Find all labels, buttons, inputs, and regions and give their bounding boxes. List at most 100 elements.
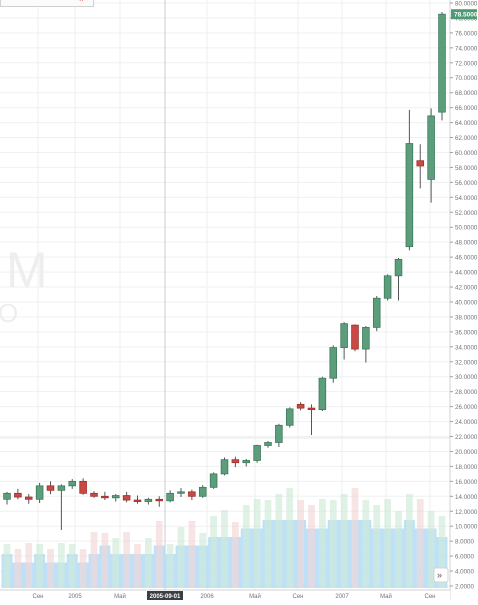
- volume-bar: [58, 543, 65, 588]
- candle-body: [264, 442, 272, 446]
- price-tick-label: 30.0000: [455, 374, 478, 381]
- volume-bar: [90, 532, 98, 588]
- candle[interactable]: [122, 491, 131, 503]
- volume-bar: [188, 521, 196, 588]
- candle-body: [46, 485, 55, 491]
- candle[interactable]: [296, 402, 305, 411]
- candle[interactable]: [57, 484, 66, 530]
- candle[interactable]: [188, 489, 196, 501]
- price-tick-label: 12.0000: [455, 509, 478, 516]
- candle[interactable]: [253, 444, 261, 463]
- price-tick-label: 70.0000: [455, 75, 478, 82]
- candle-body: [144, 498, 153, 502]
- price-tick-label: 76.0000: [455, 30, 478, 37]
- candle[interactable]: [285, 407, 294, 428]
- volume-bar: [210, 516, 217, 588]
- volume-bar: [68, 544, 76, 588]
- candle[interactable]: [231, 456, 240, 468]
- candle-body: [242, 460, 251, 464]
- candle[interactable]: [14, 488, 22, 500]
- candle-body: [307, 407, 316, 411]
- candle[interactable]: [405, 109, 414, 251]
- candle-body: [3, 492, 11, 500]
- candle[interactable]: [362, 325, 370, 363]
- crosshair-date-label: 2005-09-01: [150, 594, 181, 600]
- price-tick-label: 14.0000: [455, 494, 478, 501]
- candle[interactable]: [101, 491, 109, 501]
- candle-body: [253, 445, 261, 461]
- price-tick-label: 44.0000: [455, 270, 478, 277]
- candle[interactable]: [144, 497, 153, 505]
- candle[interactable]: [209, 472, 218, 489]
- candle[interactable]: [275, 423, 283, 447]
- candle[interactable]: [46, 481, 55, 495]
- volume-bar: [134, 544, 141, 588]
- candle[interactable]: [166, 490, 174, 503]
- candle[interactable]: [340, 322, 348, 360]
- price-tick-label: 28.0000: [455, 389, 478, 396]
- price-tick-label: 16.0000: [455, 479, 478, 486]
- candle[interactable]: [329, 345, 338, 383]
- candle-body: [220, 459, 229, 475]
- volume-bar: [145, 538, 152, 588]
- volume-bar: [427, 511, 435, 588]
- candle[interactable]: [90, 491, 98, 498]
- scroll-right-button[interactable]: [433, 567, 449, 583]
- candle-body: [111, 495, 120, 499]
- candle[interactable]: [383, 274, 392, 301]
- candle[interactable]: [198, 485, 207, 498]
- candle[interactable]: [68, 479, 77, 489]
- volume-bar: [373, 505, 381, 588]
- price-tick-label: 48.0000: [455, 240, 478, 247]
- candle[interactable]: [220, 457, 229, 476]
- candle[interactable]: [24, 494, 33, 504]
- time-tick-label: Май: [249, 593, 261, 600]
- time-tick-label: Май: [380, 593, 392, 600]
- chevron-right-icon[interactable]: »: [437, 570, 442, 580]
- price-tick-label: 50.0000: [455, 225, 478, 232]
- candle[interactable]: [416, 144, 425, 189]
- price-tick-label: 24.0000: [455, 419, 478, 426]
- candle[interactable]: [438, 11, 446, 121]
- candle[interactable]: [307, 404, 316, 436]
- candle[interactable]: [351, 324, 359, 352]
- volume-bar: [264, 500, 272, 588]
- candle-body: [14, 492, 22, 498]
- volume-bar: [177, 527, 185, 588]
- candle-body: [362, 326, 370, 350]
- price-axis-bg: [450, 0, 478, 600]
- volume-bar: [155, 521, 163, 588]
- last-price-tag: [451, 9, 477, 20]
- candle[interactable]: [111, 494, 120, 502]
- price-input-box[interactable]: 2.0000 ×: [0, 0, 94, 7]
- candle[interactable]: [394, 257, 403, 301]
- price-tick-label: 42.0000: [455, 285, 478, 292]
- close-icon[interactable]: ×: [79, 0, 84, 4]
- candle[interactable]: [177, 488, 185, 498]
- price-tick-label: 8.0000: [455, 539, 474, 546]
- price-tick-label: 60.0000: [455, 150, 478, 157]
- time-tick-label: Сен: [33, 594, 44, 600]
- candle-body: [416, 160, 425, 167]
- candle-body: [231, 459, 240, 464]
- candle[interactable]: [318, 376, 327, 412]
- candle[interactable]: [3, 491, 11, 505]
- candle[interactable]: [35, 482, 44, 504]
- price-tick-label: 10.0000: [455, 524, 478, 531]
- candle-body: [101, 495, 109, 499]
- candle[interactable]: [372, 295, 381, 332]
- candle[interactable]: [427, 108, 435, 203]
- volume-bar: [199, 533, 207, 588]
- price-tick-label: 6.0000: [455, 554, 474, 561]
- candle[interactable]: [155, 496, 164, 507]
- price-input-value: 2.0000: [3, 0, 21, 2]
- volume-bar: [36, 544, 43, 588]
- candle-body: [122, 495, 131, 501]
- time-axis: Сен 2005 Май 2005-09-01 2006 Май Сен 2007 Май Сен: [0, 589, 450, 600]
- candle[interactable]: [242, 458, 251, 467]
- candle-body: [24, 496, 33, 500]
- candle[interactable]: [79, 478, 87, 495]
- candle[interactable]: [264, 440, 272, 448]
- candle[interactable]: [133, 495, 142, 504]
- price-tick-label: 54.0000: [455, 195, 478, 202]
